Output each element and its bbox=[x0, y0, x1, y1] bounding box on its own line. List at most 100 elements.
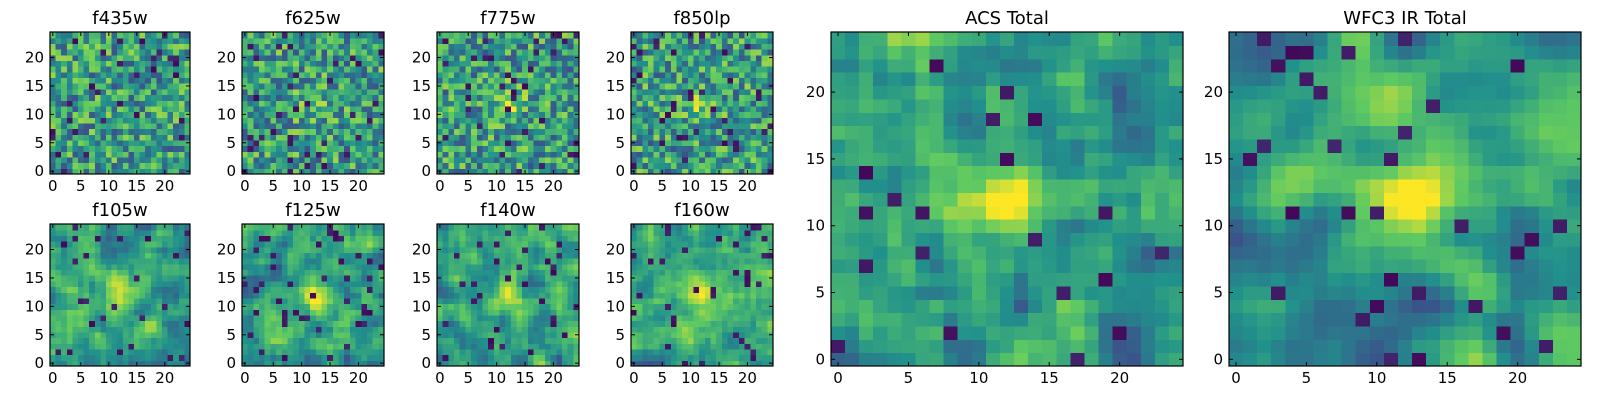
heatmap-cell bbox=[89, 134, 96, 141]
heatmap-cell bbox=[372, 43, 379, 50]
heatmap-cell bbox=[448, 320, 455, 327]
heatmap-cell bbox=[653, 49, 660, 56]
heatmap-cell bbox=[332, 309, 340, 316]
heatmap-cell bbox=[516, 139, 523, 147]
heatmap-cell bbox=[448, 139, 455, 147]
heatmap-cell bbox=[482, 60, 489, 67]
heatmap-cell bbox=[465, 326, 472, 333]
heatmap-cell bbox=[344, 134, 351, 141]
heatmap-cell bbox=[150, 229, 157, 236]
heatmap-cell bbox=[83, 224, 90, 231]
heatmap-cell bbox=[682, 151, 689, 158]
heatmap-cell bbox=[704, 168, 712, 175]
heatmap-cell bbox=[61, 303, 68, 310]
heatmap-cell bbox=[642, 128, 649, 135]
heatmap-cell bbox=[78, 337, 85, 344]
heatmap-cell bbox=[522, 252, 529, 259]
heatmap-cell bbox=[270, 66, 277, 73]
heatmap-cell bbox=[100, 139, 107, 147]
heatmap-cell bbox=[567, 156, 574, 164]
heatmap-cell bbox=[704, 139, 712, 147]
heatmap-cell bbox=[522, 100, 529, 107]
heatmap-cell bbox=[493, 66, 501, 73]
heatmap-cell bbox=[761, 117, 768, 124]
heatmap-cell bbox=[727, 303, 734, 310]
heatmap-cell bbox=[716, 139, 723, 147]
heatmap-cell bbox=[287, 111, 294, 118]
heatmap-cell bbox=[156, 229, 163, 236]
panel-title: f160w bbox=[674, 200, 729, 221]
heatmap-cell bbox=[55, 66, 62, 73]
heatmap-cell bbox=[332, 326, 340, 333]
heatmap-cell bbox=[270, 348, 277, 356]
heatmap-cell bbox=[744, 105, 751, 113]
heatmap-cell bbox=[281, 54, 289, 61]
heatmap-cell bbox=[642, 314, 649, 322]
heatmap-cell bbox=[665, 128, 672, 135]
heatmap-cell bbox=[636, 331, 643, 339]
heatmap-cell bbox=[338, 105, 345, 113]
heatmap-cell bbox=[750, 60, 757, 67]
heatmap-cell bbox=[670, 117, 678, 124]
heatmap-cell bbox=[488, 314, 495, 322]
heatmap-cell bbox=[281, 32, 289, 39]
heatmap-cell bbox=[465, 94, 472, 101]
heatmap-cell bbox=[321, 122, 328, 130]
heatmap-cell bbox=[298, 37, 306, 44]
heatmap-cell bbox=[293, 134, 300, 141]
heatmap-cell bbox=[533, 275, 540, 282]
heatmap-cell bbox=[276, 168, 283, 175]
heatmap-cell bbox=[767, 117, 774, 124]
heatmap-cell bbox=[128, 286, 135, 293]
heatmap-cell bbox=[355, 134, 362, 141]
heatmap-cell bbox=[276, 122, 283, 130]
heatmap-cell bbox=[134, 105, 141, 113]
heatmap-cell bbox=[321, 100, 328, 107]
heatmap-cell bbox=[710, 354, 717, 361]
heatmap-cell bbox=[150, 331, 157, 339]
heatmap-cell bbox=[298, 162, 306, 169]
heatmap-cell bbox=[561, 60, 569, 67]
heatmap-cell bbox=[533, 297, 540, 305]
heatmap-cell bbox=[111, 326, 118, 333]
heatmap-cell bbox=[361, 331, 368, 339]
heatmap-cell bbox=[693, 66, 700, 73]
heatmap-cell bbox=[499, 32, 506, 39]
heatmap-cell bbox=[349, 151, 357, 158]
heatmap-cell bbox=[533, 235, 540, 242]
heatmap-cell bbox=[298, 348, 306, 356]
heatmap-cell bbox=[733, 71, 740, 79]
heatmap-cell bbox=[332, 151, 340, 158]
heatmap-cell bbox=[476, 235, 484, 242]
heatmap-cell bbox=[687, 297, 695, 305]
heatmap-cell bbox=[437, 286, 444, 293]
heatmap-cell bbox=[522, 111, 529, 118]
heatmap-cell bbox=[687, 94, 695, 101]
heatmap-cell bbox=[327, 37, 334, 44]
heatmap-cell bbox=[72, 229, 79, 236]
heatmap-cell bbox=[738, 331, 746, 339]
heatmap-cell bbox=[676, 292, 683, 299]
heatmap-cell bbox=[573, 88, 580, 96]
heatmap-cell bbox=[499, 83, 506, 90]
heatmap-cell bbox=[693, 297, 700, 305]
heatmap-cell bbox=[55, 139, 62, 147]
x-tick-label: 10 bbox=[487, 369, 506, 387]
heatmap-cell bbox=[55, 269, 62, 276]
heatmap-cell bbox=[253, 337, 260, 344]
heatmap-cell bbox=[482, 151, 489, 158]
heatmap-cell bbox=[642, 320, 649, 327]
heatmap-cell bbox=[670, 145, 678, 152]
heatmap-cell bbox=[471, 32, 478, 39]
heatmap-cell bbox=[162, 326, 169, 333]
heatmap-cell bbox=[459, 252, 466, 259]
heatmap-cell bbox=[471, 83, 478, 90]
heatmap-cell bbox=[482, 66, 489, 73]
heatmap-cell bbox=[361, 145, 368, 152]
heatmap-cell bbox=[287, 83, 294, 90]
heatmap-cell bbox=[304, 162, 311, 169]
heatmap-cell bbox=[162, 83, 169, 90]
heatmap-cell bbox=[476, 337, 484, 344]
heatmap-cell bbox=[111, 128, 118, 135]
heatmap-cell bbox=[315, 156, 323, 164]
